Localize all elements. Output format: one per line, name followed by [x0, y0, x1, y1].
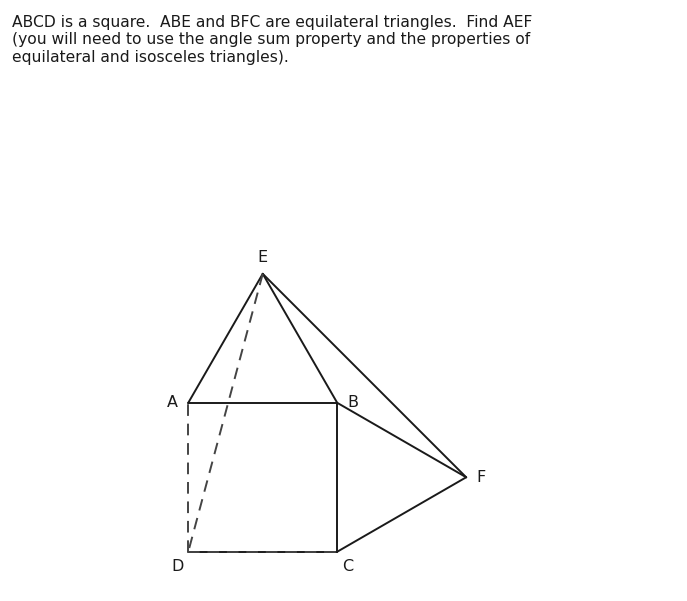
- Text: B: B: [348, 395, 359, 410]
- Text: C: C: [341, 559, 353, 574]
- Text: ABCD is a square.  ABE and BFC are equilateral triangles.  Find AEF
(you will ne: ABCD is a square. ABE and BFC are equila…: [12, 15, 532, 65]
- Text: E: E: [258, 250, 268, 265]
- Text: F: F: [477, 470, 486, 485]
- Text: D: D: [172, 559, 184, 574]
- Text: A: A: [167, 395, 178, 410]
